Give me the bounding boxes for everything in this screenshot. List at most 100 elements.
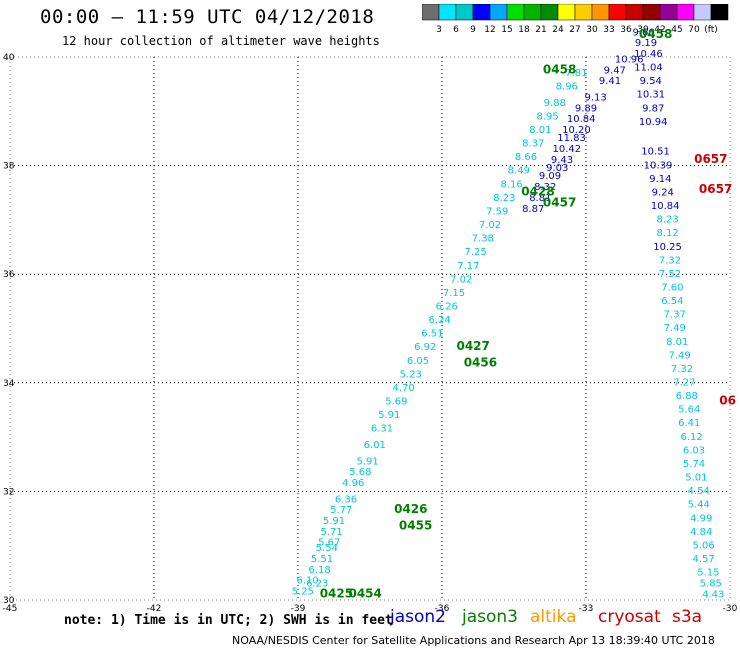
x-tick-label: -42: [147, 604, 162, 614]
swh-value: 8.66: [515, 152, 537, 163]
swh-value: 6.10: [296, 576, 318, 587]
colorbar-label: 9: [470, 25, 476, 35]
swh-value: 8.81: [529, 193, 551, 204]
swh-value: 9.14: [649, 174, 671, 185]
swh-value: 5.64: [678, 405, 700, 416]
x-tick-label: -39: [291, 604, 306, 614]
pass-time-label: 0426: [394, 502, 427, 516]
swh-value: 7.32: [671, 364, 693, 375]
swh-value: 5.23: [400, 369, 422, 380]
swh-value: 9.43: [551, 155, 573, 166]
colorbar-label: 24: [552, 25, 564, 35]
swh-value: 6.88: [676, 391, 698, 402]
y-tick-label: 32: [3, 487, 14, 497]
y-tick-label: 30: [3, 596, 15, 606]
swh-value: 6.23: [306, 578, 328, 589]
swh-value: 10.84: [567, 114, 596, 125]
swh-value: 5.74: [683, 459, 705, 470]
swh-value: 6.92: [414, 342, 436, 353]
colorbar-label: 42: [654, 25, 665, 35]
swh-value: 8.01: [529, 125, 551, 136]
pass-time-label: 0456: [464, 356, 497, 370]
colorbar-label: 12: [484, 25, 495, 35]
legend-jason2: jason2: [390, 607, 446, 627]
pass-time-label: 0657: [699, 182, 732, 196]
swh-value: 7.38: [472, 234, 494, 245]
swh-value: 8.23: [656, 215, 678, 226]
y-tick-label: 36: [3, 270, 15, 280]
swh-value: 9.24: [652, 187, 674, 198]
pass-time-label: 0455: [399, 518, 432, 532]
swh-value: 5.54: [316, 543, 338, 554]
swh-value: 8.23: [493, 193, 515, 204]
swh-value: 10.20: [562, 125, 591, 136]
swh-value: 8.32: [534, 182, 556, 193]
swh-value: 8.16: [500, 179, 522, 190]
swh-value: 9.47: [604, 65, 626, 76]
swh-value: 4.96: [342, 478, 364, 489]
pass-time-label: 0657: [694, 152, 727, 166]
swh-value: 6.54: [661, 296, 683, 307]
swh-value: 4.99: [690, 513, 712, 524]
y-tick-label: 38: [3, 162, 15, 172]
swh-value: 6.51: [421, 329, 443, 340]
pass-time-label: 0458: [543, 62, 576, 76]
x-tick-label: -45: [3, 604, 18, 614]
swh-value: 10.42: [552, 144, 581, 155]
swh-value: 5.01: [685, 473, 707, 484]
swh-value: 9.09: [539, 171, 561, 182]
x-tick-label: -30: [723, 604, 738, 614]
footer-credit: NOAA/NESDIS Center for Satellite Applica…: [232, 634, 715, 647]
y-tick-label: 40: [3, 53, 15, 63]
swh-value: 7.27: [673, 378, 695, 389]
swh-value: 5.25: [292, 587, 314, 598]
colorbar-label: 36: [620, 25, 632, 35]
swh-value: 6.26: [436, 301, 458, 312]
swh-value: 7.37: [664, 310, 686, 321]
swh-value: 10.39: [644, 160, 673, 171]
pass-time-label: 0458: [639, 27, 672, 41]
swh-value: 5.91: [323, 516, 345, 527]
colorbar-label: 15: [501, 25, 512, 35]
colorbar-label: 33: [603, 25, 614, 35]
colorbar-label: 27: [569, 25, 580, 35]
swh-value: 4.57: [692, 554, 714, 565]
legend-jason3: jason3: [462, 607, 518, 627]
swh-value: 5.68: [349, 467, 371, 478]
swh-value: 6.36: [335, 494, 357, 505]
swh-value: 9.13: [584, 92, 606, 103]
swh-value: 10.51: [641, 147, 670, 158]
swh-value: 4.54: [688, 486, 710, 497]
x-tick-label: -33: [579, 604, 594, 614]
colorbar-label: 6: [453, 25, 459, 35]
swh-value: 10.31: [636, 90, 665, 101]
swh-value: 5.77: [330, 505, 352, 516]
colorbar-label: (ft): [704, 25, 718, 35]
swh-value: 8.95: [536, 111, 558, 122]
colorbar-label: 70: [688, 25, 700, 35]
swh-value: 7.49: [668, 350, 690, 361]
swh-value: 5.15: [697, 568, 719, 579]
pass-time-label: 0428: [521, 184, 554, 198]
chart-title: 00:00 – 11:59 UTC 04/12/2018: [40, 6, 375, 28]
swh-value: 9.03: [546, 163, 568, 174]
swh-value: 7.49: [664, 323, 686, 334]
swh-value: 6.01: [364, 440, 386, 451]
swh-value: 10.94: [639, 117, 668, 128]
colorbar-legend: 3 6 9 12 15 18 21 24 27 30 33 36 39 42 45 70 (ft): [422, 4, 729, 35]
x-tick-label: -36: [435, 604, 450, 614]
swh-value: 7.25: [464, 247, 486, 258]
swh-value: 10.84: [651, 201, 680, 212]
swh-value: 7.02: [479, 220, 501, 231]
swh-value: 9.88: [544, 98, 566, 109]
legend-s3a: s3a: [672, 607, 703, 627]
swh-value: 7.52: [659, 269, 681, 280]
swh-value: 10.96: [615, 54, 644, 65]
swh-value: 4.43: [702, 589, 724, 600]
swh-value: 6.41: [678, 418, 700, 429]
swh-value: 7.60: [661, 282, 683, 293]
y-tick-label: 34: [3, 379, 15, 389]
swh-value: 7.81: [565, 68, 587, 79]
pass-time-label: 0454: [348, 586, 381, 600]
